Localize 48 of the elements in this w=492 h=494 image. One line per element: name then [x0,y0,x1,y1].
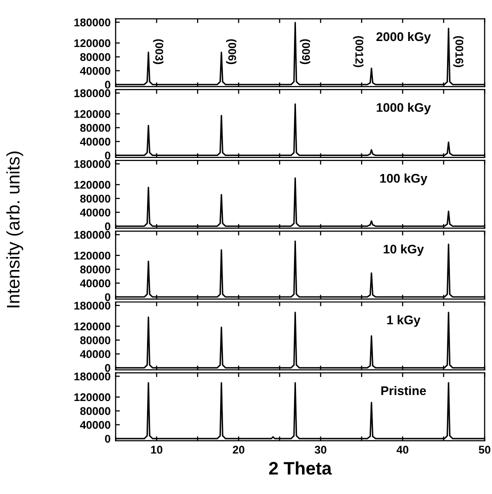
annotation: (006) [226,39,236,64]
y-tick-label: 0 [105,434,110,443]
y-tick-label: 180000 [74,230,110,239]
y-tick-label: 180000 [74,160,110,168]
annotation: 100 kGy [380,174,428,186]
y-tick-label: 40000 [80,208,110,216]
y-tick-label: 0 [105,364,110,372]
y-tick-label: 0 [105,152,110,160]
y-tick-label: 40000 [80,279,110,288]
annotation: (009) [300,39,310,64]
y-tick-label: 120000 [74,39,110,48]
y-tick-label: 0 [105,293,110,302]
annotation: 1000 kGy [376,102,431,114]
y-axis-title: Intensity (arb. units) [6,152,24,308]
y-tick-label: 80000 [80,407,110,416]
y-tick-label: 80000 [80,336,110,344]
x-axis-title: 2 Theta [269,461,332,475]
y-tick-label: 0 [105,80,110,89]
annotation: (0012) [353,36,364,68]
y-tick-label: 180000 [74,89,110,98]
y-tick-label: 40000 [80,138,110,146]
y-tick-label: 180000 [74,372,110,380]
y-tick-label: 80000 [80,124,110,132]
annotation: (0016) [453,36,464,68]
y-tick-label: 180000 [74,18,110,26]
annotation: 2000 kGy [376,32,431,44]
y-tick-label: 120000 [74,110,110,118]
y-tick-label: 40000 [80,350,110,358]
x-tick-label: 30 [314,446,326,454]
y-tick-label: 0 [105,222,110,230]
x-tick-label: 40 [396,446,408,454]
y-tick-label: 40000 [80,66,110,75]
y-tick-label: 120000 [74,252,110,260]
x-tick-label: 20 [232,446,244,454]
x-tick-label: 50 [478,446,490,454]
y-tick-label: 40000 [80,420,110,429]
annotation: Pristine [381,386,426,396]
y-tick-label: 120000 [74,322,110,330]
annotation: (003) [153,39,164,64]
y-tick-label: 120000 [74,393,110,402]
annotation: 10 kGy [384,244,424,256]
y-tick-label: 180000 [74,302,110,310]
y-tick-label: 120000 [74,180,110,189]
y-tick-label: 80000 [80,53,110,61]
annotation: 1 kGy [387,315,420,327]
y-tick-label: 80000 [80,194,110,203]
x-tick-label: 10 [151,446,162,454]
y-tick-label: 80000 [80,266,110,274]
